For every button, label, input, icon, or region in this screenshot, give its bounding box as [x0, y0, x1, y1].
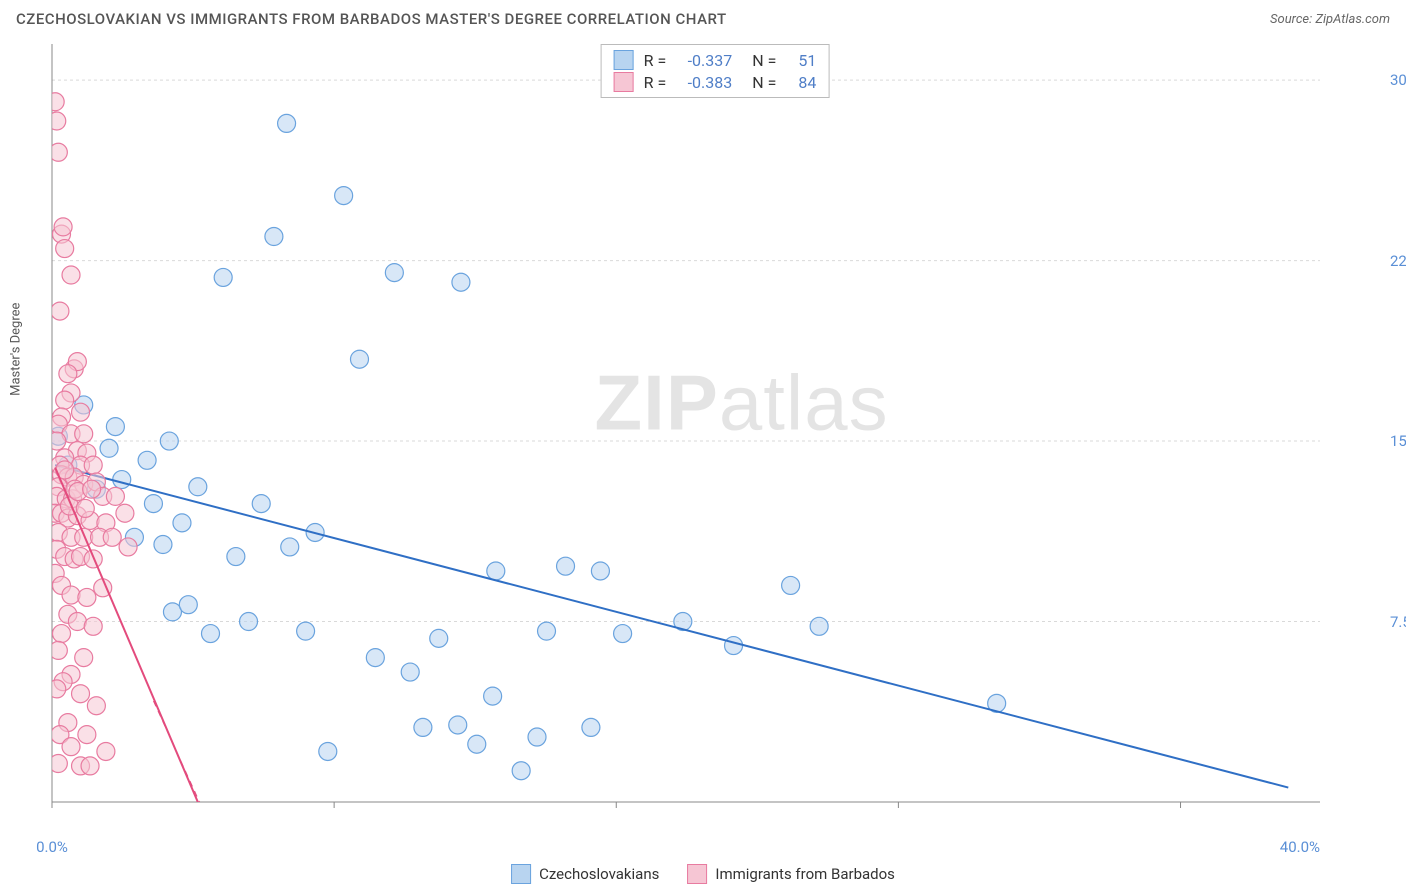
legend-label: Immigrants from Barbados [715, 865, 895, 883]
source-attribution: Source: ZipAtlas.com [1270, 12, 1390, 27]
n-label: N = [752, 73, 776, 92]
n-label: N = [752, 51, 776, 70]
r-label: R = [644, 51, 667, 70]
header: CZECHOSLOVAKIAN VS IMMIGRANTS FROM BARBA… [0, 0, 1406, 34]
legend-item: Immigrants from Barbados [687, 864, 895, 884]
series-swatch [614, 72, 634, 92]
y-tick-label: 22.5% [1384, 252, 1406, 270]
r-label: R = [644, 73, 667, 92]
source-prefix: Source: [1270, 12, 1315, 27]
y-tick-label: 7.5% [1384, 613, 1406, 631]
r-value: -0.383 [676, 73, 732, 92]
legend-label: Czechoslovakians [539, 865, 659, 883]
stats-row: R = -0.383 N = 84 [614, 71, 817, 93]
y-axis-label: Master's Degree [9, 303, 24, 396]
x-tick-label: 40.0% [1280, 834, 1320, 856]
stats-box: R = -0.337 N = 51 R = -0.383 N = 84 [601, 44, 830, 98]
y-tick-label: 15.0% [1384, 432, 1406, 450]
series-swatch [511, 864, 531, 884]
legend: Czechoslovakians Immigrants from Barbados [511, 864, 895, 884]
series-swatch [614, 50, 634, 70]
legend-item: Czechoslovakians [511, 864, 659, 884]
stats-row: R = -0.337 N = 51 [614, 49, 817, 71]
series-swatch [687, 864, 707, 884]
n-value: 84 [786, 73, 816, 92]
chart-area: Master's Degree R =-0.337N =51R =-0.383N… [50, 40, 1380, 830]
source-name: ZipAtlas.com [1315, 12, 1390, 27]
x-tick-label: 0.0% [36, 834, 68, 856]
n-value: 51 [786, 51, 816, 70]
scatter-plot [50, 40, 1380, 830]
r-value: -0.337 [676, 51, 732, 70]
y-tick-label: 30.0% [1384, 71, 1406, 89]
chart-title: CZECHOSLOVAKIAN VS IMMIGRANTS FROM BARBA… [16, 10, 727, 28]
